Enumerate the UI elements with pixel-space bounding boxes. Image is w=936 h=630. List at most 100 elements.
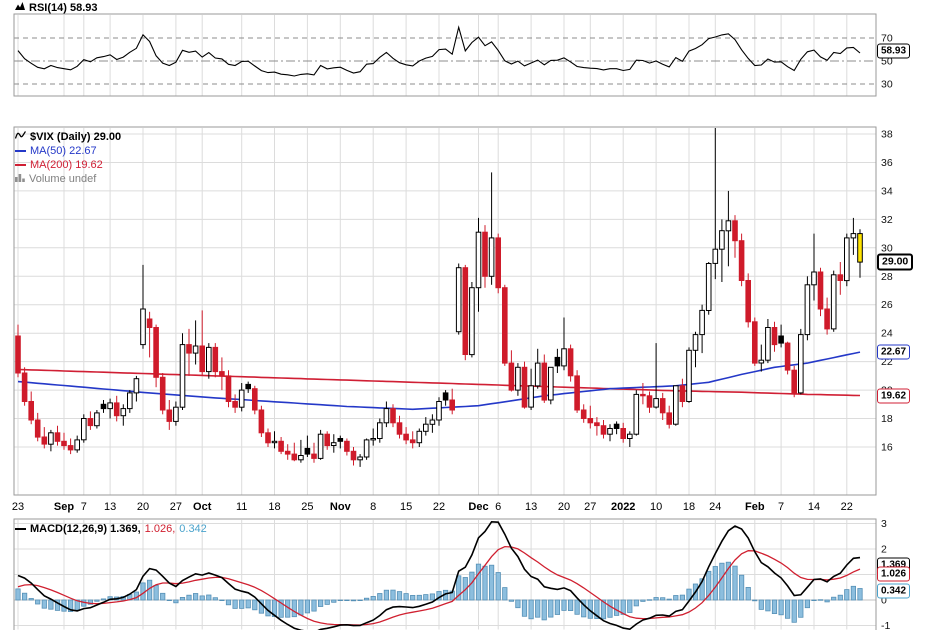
candle[interactable] <box>409 439 416 444</box>
candle[interactable] <box>54 432 61 442</box>
candle[interactable] <box>613 423 620 430</box>
candle[interactable] <box>554 356 561 367</box>
candle[interactable] <box>179 344 186 408</box>
candle[interactable] <box>679 385 686 402</box>
candle[interactable] <box>488 237 495 277</box>
candle[interactable] <box>515 366 521 391</box>
candle[interactable] <box>811 271 817 286</box>
candle[interactable] <box>74 439 81 451</box>
candle[interactable] <box>548 366 554 401</box>
candle[interactable] <box>15 335 21 374</box>
candle[interactable] <box>798 334 804 394</box>
candle[interactable] <box>686 349 692 402</box>
candle[interactable] <box>232 401 238 408</box>
candle[interactable] <box>423 423 429 432</box>
candle[interactable] <box>455 267 462 333</box>
candle[interactable] <box>732 220 738 242</box>
candle[interactable] <box>370 438 376 441</box>
candle[interactable] <box>844 237 850 282</box>
candle[interactable] <box>212 346 219 373</box>
candle[interactable] <box>771 327 778 346</box>
candle[interactable] <box>561 348 567 367</box>
candle[interactable] <box>521 366 528 408</box>
candle[interactable] <box>34 419 41 438</box>
candle[interactable] <box>61 440 67 447</box>
candle[interactable] <box>627 433 633 440</box>
candle[interactable] <box>594 422 600 427</box>
candle[interactable] <box>607 428 613 435</box>
candle[interactable] <box>225 375 232 402</box>
candle[interactable] <box>699 309 705 336</box>
candle[interactable] <box>837 274 844 281</box>
candle[interactable] <box>330 442 337 447</box>
candle[interactable] <box>462 267 469 356</box>
candle[interactable] <box>357 456 363 461</box>
candle[interactable] <box>778 335 784 344</box>
candle[interactable] <box>153 327 159 378</box>
candle[interactable] <box>337 438 344 442</box>
candle[interactable] <box>600 425 607 435</box>
candle[interactable] <box>245 383 251 390</box>
candle[interactable] <box>146 318 153 328</box>
candle[interactable] <box>120 408 127 417</box>
candle[interactable] <box>653 398 659 408</box>
candle[interactable] <box>738 240 745 281</box>
candle[interactable] <box>534 362 541 387</box>
candle[interactable] <box>475 231 482 289</box>
candle[interactable] <box>857 233 863 263</box>
candle[interactable] <box>502 287 508 364</box>
candle[interactable] <box>824 308 830 330</box>
candle[interactable] <box>133 378 140 394</box>
candle[interactable] <box>278 440 284 452</box>
candle[interactable] <box>646 395 653 408</box>
candle[interactable] <box>186 344 192 354</box>
candle[interactable] <box>692 334 699 351</box>
candle[interactable] <box>324 433 330 447</box>
candle[interactable] <box>206 346 212 373</box>
candle[interactable] <box>830 274 837 330</box>
candle[interactable] <box>127 392 133 410</box>
candle[interactable] <box>804 284 811 336</box>
candle[interactable] <box>403 433 409 441</box>
candle[interactable] <box>482 231 488 277</box>
candle[interactable] <box>469 287 475 356</box>
candle[interactable] <box>850 233 857 239</box>
candle[interactable] <box>48 432 54 445</box>
candle[interactable] <box>528 385 534 408</box>
candle[interactable] <box>758 359 765 364</box>
candle[interactable] <box>508 362 515 391</box>
candle[interactable] <box>666 412 673 425</box>
candle[interactable] <box>291 453 298 461</box>
candle[interactable] <box>745 280 752 323</box>
candle[interactable] <box>28 401 34 421</box>
candle[interactable] <box>363 439 370 458</box>
candle[interactable] <box>712 248 719 264</box>
candle[interactable] <box>219 371 225 377</box>
candle[interactable] <box>166 409 173 422</box>
candle[interactable] <box>173 406 179 422</box>
candle[interactable] <box>284 450 291 455</box>
candle[interactable] <box>705 263 712 311</box>
candle[interactable] <box>752 321 758 364</box>
candle[interactable] <box>159 376 166 411</box>
candle[interactable] <box>765 327 771 361</box>
candle[interactable] <box>396 422 403 435</box>
candle[interactable] <box>449 399 455 411</box>
candle[interactable] <box>311 453 317 459</box>
candle[interactable] <box>791 369 798 394</box>
candle[interactable] <box>344 440 350 452</box>
candle[interactable] <box>436 401 442 421</box>
candle[interactable] <box>350 450 357 461</box>
candle[interactable] <box>100 403 107 410</box>
candle[interactable] <box>94 412 100 427</box>
candle[interactable] <box>271 440 278 444</box>
candle[interactable] <box>21 372 28 402</box>
candle[interactable] <box>199 345 205 373</box>
candle[interactable] <box>140 308 146 346</box>
candle[interactable] <box>258 409 265 434</box>
candle[interactable] <box>265 432 271 444</box>
candle[interactable] <box>390 408 396 424</box>
candle[interactable] <box>574 375 580 411</box>
candle[interactable] <box>238 389 245 408</box>
